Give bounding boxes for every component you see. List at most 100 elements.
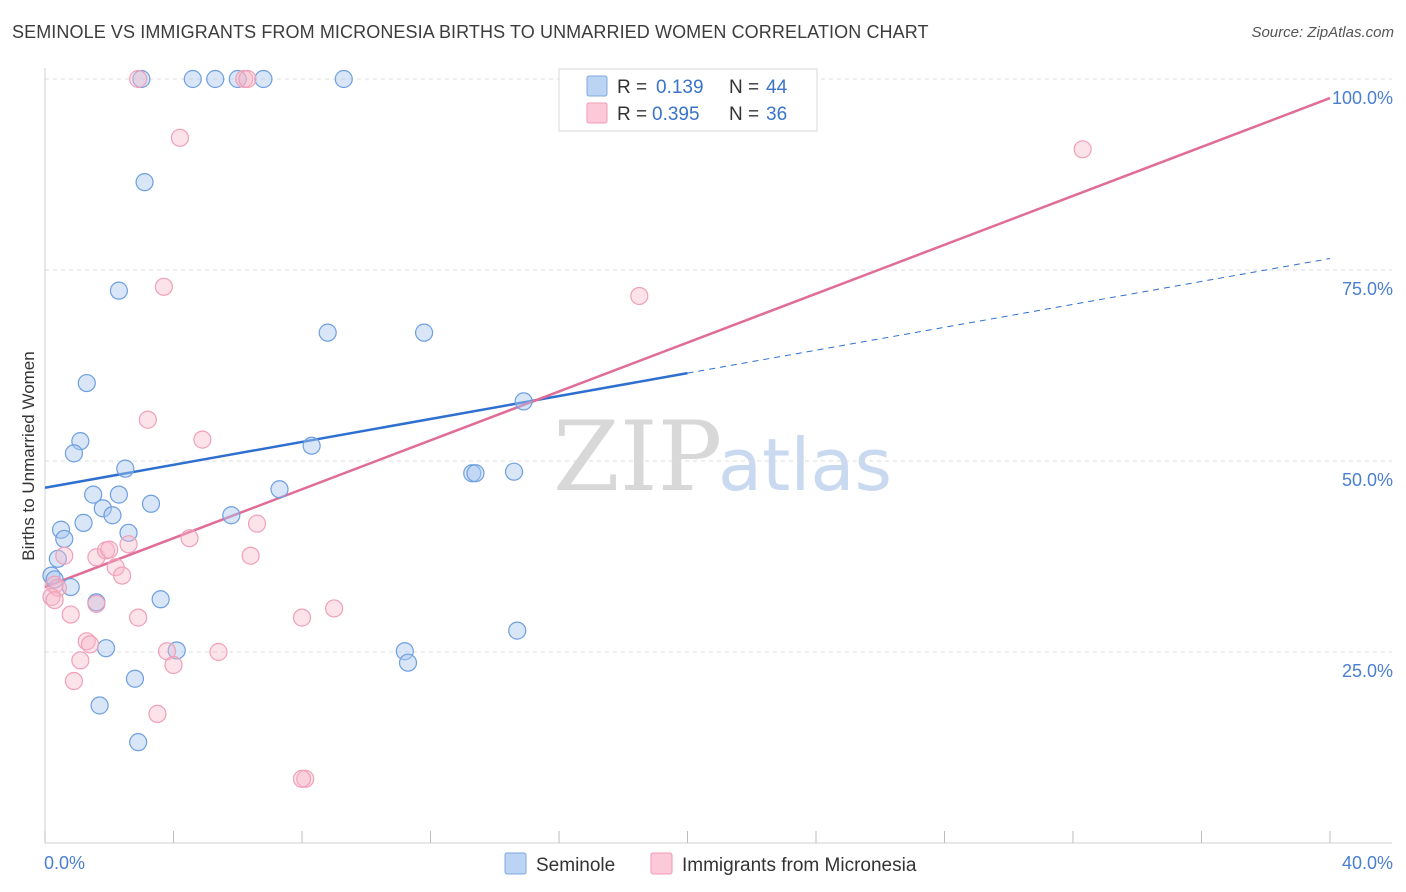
legend-r-value-1: 0.139 — [656, 77, 704, 98]
legend-n-label-2: N = — [729, 104, 759, 125]
seminole-point-33 — [61, 577, 80, 597]
seminole-point-38 — [167, 641, 186, 660]
micronesia-point-0 — [129, 69, 148, 89]
micronesia-point-31 — [209, 642, 228, 662]
micronesia-point-5 — [154, 277, 173, 296]
seminole-point-11 — [514, 392, 533, 411]
seminole-point-5 — [334, 69, 353, 89]
legend-n-value-2: 36 — [766, 104, 787, 125]
micronesia-point-10 — [180, 529, 199, 548]
micronesia-point-21 — [42, 587, 61, 607]
micronesia-point-22 — [45, 590, 64, 610]
micronesia-point-3 — [170, 128, 190, 147]
axes — [44, 68, 1392, 844]
micronesia-point-35 — [148, 704, 167, 723]
seminole-point-1 — [183, 69, 202, 89]
seminole-point-3 — [228, 69, 247, 89]
seminole-point-9 — [414, 323, 434, 342]
seminole-point-23 — [93, 499, 112, 518]
micronesia-trend-line — [44, 96, 1331, 589]
seminole-point-6 — [135, 173, 154, 192]
legend-swatch-seminole — [586, 75, 608, 97]
seminole-point-35 — [151, 590, 170, 609]
seminole-point-4 — [254, 69, 273, 89]
micronesia-point-32 — [164, 655, 183, 675]
seminole-point-14 — [302, 436, 321, 455]
tick-labels: 25.0% 50.0% 75.0% 100.0% 0.0% 40.0% — [44, 88, 1393, 873]
micronesia-point-25 — [292, 608, 312, 627]
y-tick-label-1: 50.0% — [1342, 470, 1393, 490]
seminole-trend-line — [44, 371, 688, 489]
y-tick-label-3: 100.0% — [1332, 88, 1393, 108]
micronesia-point-11 — [119, 535, 138, 554]
micronesia-point-6 — [630, 286, 649, 306]
micronesia-point-18 — [112, 566, 132, 585]
source-label: Source: ZipAtlas.com — [1251, 24, 1394, 41]
legend-swatch-micronesia — [586, 102, 608, 124]
seminole-trend-extension — [687, 258, 1331, 374]
seminole-point-7 — [109, 281, 128, 300]
y-axis-label: Births to Unmarried Women — [19, 351, 38, 560]
seminole-point-24 — [103, 506, 122, 525]
micronesia-point-26 — [61, 605, 80, 624]
seminole-point-40 — [398, 653, 418, 672]
seminole-point-8 — [318, 323, 337, 342]
y-tick-label-2: 75.0% — [1342, 279, 1393, 299]
seminole-point-37 — [96, 639, 116, 658]
gridlines — [45, 78, 1392, 653]
legend-n-label-1: N = — [729, 77, 759, 98]
micronesia-point-14 — [241, 546, 260, 565]
seminole-point-41 — [125, 669, 145, 688]
seminole-point-22 — [141, 494, 161, 513]
seminole-point-39 — [395, 642, 414, 661]
bottom-legend-swatch-micronesia — [650, 852, 673, 875]
seminole-point-19 — [270, 480, 289, 499]
micronesia-point-2 — [238, 69, 257, 89]
micronesia-point-8 — [193, 430, 212, 449]
seminole-point-36 — [508, 621, 527, 640]
legend-n-value-1: 44 — [766, 77, 788, 98]
micronesia-point-37 — [292, 769, 312, 788]
legend-r-label-1: R = — [617, 77, 647, 98]
trend-lines — [44, 96, 1331, 589]
legend-r-value-2: 0.395 — [652, 104, 700, 125]
seminole-point-10 — [77, 373, 96, 393]
micronesia-point-28 — [77, 632, 96, 651]
legend: R = 0.139 N = 44 R = 0.395 N = 36 — [558, 68, 818, 132]
seminole-point-28 — [55, 529, 74, 549]
seminole-point-18 — [504, 462, 524, 481]
micronesia-point-24 — [325, 599, 344, 618]
micronesia-point-34 — [64, 671, 84, 691]
x-tick-label-0: 0.0% — [44, 853, 85, 873]
bottom-legend-swatch-seminole — [504, 852, 527, 875]
seminole-point-15 — [116, 459, 135, 478]
legend-r-label-2: R = — [617, 104, 647, 125]
micronesia-point-29 — [80, 635, 100, 654]
seminole-point-13 — [64, 444, 84, 463]
bottom-legend-micronesia: Immigrants from Micronesia — [682, 855, 917, 876]
seminole-point-21 — [109, 485, 128, 504]
bottom-legend: Seminole Immigrants from Micronesia — [504, 852, 917, 876]
micronesia-point-7 — [138, 410, 157, 429]
seminole-point-2 — [206, 69, 225, 89]
micronesia-point-27 — [129, 608, 148, 627]
micronesia-point-16 — [100, 540, 119, 559]
chart-title: SEMINOLE VS IMMIGRANTS FROM MICRONESIA B… — [12, 22, 929, 42]
micronesia-point-33 — [71, 651, 90, 670]
seminole-point-26 — [74, 513, 93, 532]
seminole-point-20 — [84, 485, 103, 504]
seminole-point-25 — [222, 506, 241, 525]
y-tick-label-0: 25.0% — [1342, 661, 1393, 681]
watermark-zip: ZIP — [553, 401, 722, 513]
data-points — [42, 69, 1092, 788]
micronesia-point-4 — [1073, 140, 1092, 159]
micronesia-point-9 — [247, 514, 267, 533]
seminole-point-42 — [90, 696, 109, 715]
seminole-point-43 — [129, 733, 148, 752]
seminole-point-17 — [466, 464, 485, 483]
micronesia-point-23 — [87, 594, 106, 613]
x-tick-label-1: 40.0% — [1342, 853, 1393, 873]
watermark-atlas: atlas — [718, 423, 892, 507]
micronesia-point-12 — [55, 546, 74, 565]
